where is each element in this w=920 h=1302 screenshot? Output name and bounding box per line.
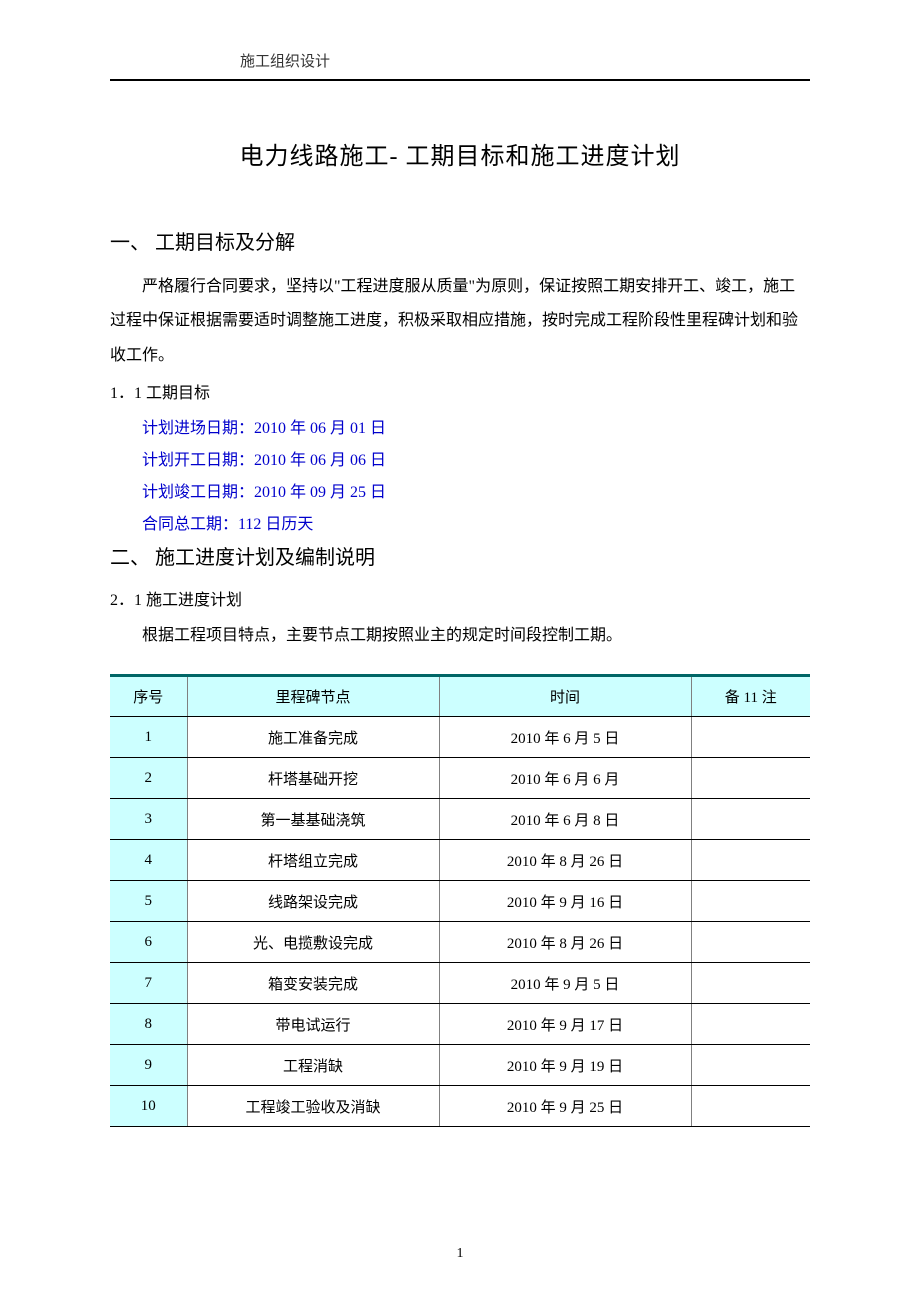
section1-paragraph: 严格履行合同要求，坚持以"工程进度服从质量"为原则，保证按照工期安排开工、竣工，… <box>110 270 810 373</box>
table-body: 1 施工准备完成 2010 年 6 月 5 日 2 杆塔基础开挖 2010 年 … <box>110 717 810 1127</box>
cell-remark <box>691 881 810 922</box>
cell-milestone: 带电试运行 <box>187 1004 439 1045</box>
cell-date: 2010 年 9 月 19 日 <box>439 1045 691 1086</box>
cell-remark <box>691 758 810 799</box>
section2-note: 根据工程项目特点，主要节点工期按照业主的规定时间段控制工期。 <box>110 620 810 652</box>
cell-remark <box>691 1004 810 1045</box>
cell-date: 2010 年 6 月 6 月 <box>439 758 691 799</box>
cell-remark <box>691 963 810 1004</box>
cell-seq: 8 <box>110 1004 187 1045</box>
cell-date: 2010 年 9 月 17 日 <box>439 1004 691 1045</box>
cell-seq: 7 <box>110 963 187 1004</box>
cell-milestone: 工程消缺 <box>187 1045 439 1086</box>
cell-milestone: 线路架设完成 <box>187 881 439 922</box>
table-row: 3 第一基基础浇筑 2010 年 6 月 8 日 <box>110 799 810 840</box>
section1-subheading: 1．1 工期目标 <box>110 378 810 410</box>
cell-date: 2010 年 8 月 26 日 <box>439 840 691 881</box>
date-line-2: 计划开工日期：2010 年 06 月 06 日 <box>142 445 810 477</box>
cell-date: 2010 年 9 月 16 日 <box>439 881 691 922</box>
cell-date: 2010 年 9 月 25 日 <box>439 1086 691 1127</box>
cell-remark <box>691 799 810 840</box>
cell-seq: 2 <box>110 758 187 799</box>
cell-milestone: 杆塔基础开挖 <box>187 758 439 799</box>
table-row: 1 施工准备完成 2010 年 6 月 5 日 <box>110 717 810 758</box>
section1-heading: 一、 工期目标及分解 <box>110 226 810 255</box>
cell-seq: 5 <box>110 881 187 922</box>
header-rule <box>110 79 810 81</box>
cell-seq: 1 <box>110 717 187 758</box>
table-row: 7 箱变安装完成 2010 年 9 月 5 日 <box>110 963 810 1004</box>
cell-seq: 10 <box>110 1086 187 1127</box>
cell-milestone: 箱变安装完成 <box>187 963 439 1004</box>
section2-heading: 二、 施工进度计划及编制说明 <box>110 541 810 570</box>
cell-milestone: 光、电揽敷设完成 <box>187 922 439 963</box>
cell-date: 2010 年 6 月 8 日 <box>439 799 691 840</box>
table-row: 10 工程竣工验收及消缺 2010 年 9 月 25 日 <box>110 1086 810 1127</box>
table-row: 5 线路架设完成 2010 年 9 月 16 日 <box>110 881 810 922</box>
page-number: 1 <box>0 1246 920 1262</box>
table-row: 8 带电试运行 2010 年 9 月 17 日 <box>110 1004 810 1045</box>
cell-seq: 9 <box>110 1045 187 1086</box>
cell-remark <box>691 1045 810 1086</box>
date-line-1: 计划进场日期：2010 年 06 月 01 日 <box>142 413 810 445</box>
cell-seq: 3 <box>110 799 187 840</box>
header-seq: 序号 <box>110 676 187 717</box>
table-row: 9 工程消缺 2010 年 9 月 19 日 <box>110 1045 810 1086</box>
header-text: 施工组织设计 <box>240 50 810 71</box>
cell-seq: 4 <box>110 840 187 881</box>
table-row: 4 杆塔组立完成 2010 年 8 月 26 日 <box>110 840 810 881</box>
cell-milestone: 工程竣工验收及消缺 <box>187 1086 439 1127</box>
table-header-row: 序号 里程碑节点 时间 备 11 注 <box>110 676 810 717</box>
section2-subheading: 2．1 施工进度计划 <box>110 585 810 617</box>
cell-date: 2010 年 8 月 26 日 <box>439 922 691 963</box>
cell-remark <box>691 922 810 963</box>
document-title: 电力线路施工- 工期目标和施工进度计划 <box>110 136 810 171</box>
cell-milestone: 杆塔组立完成 <box>187 840 439 881</box>
date-line-4: 合同总工期：112 日历天 <box>142 509 810 541</box>
cell-date: 2010 年 6 月 5 日 <box>439 717 691 758</box>
schedule-table: 序号 里程碑节点 时间 备 11 注 1 施工准备完成 2010 年 6 月 5… <box>110 674 810 1127</box>
cell-seq: 6 <box>110 922 187 963</box>
cell-remark <box>691 840 810 881</box>
table-row: 2 杆塔基础开挖 2010 年 6 月 6 月 <box>110 758 810 799</box>
cell-milestone: 第一基基础浇筑 <box>187 799 439 840</box>
cell-milestone: 施工准备完成 <box>187 717 439 758</box>
header-date: 时间 <box>439 676 691 717</box>
table-row: 6 光、电揽敷设完成 2010 年 8 月 26 日 <box>110 922 810 963</box>
cell-date: 2010 年 9 月 5 日 <box>439 963 691 1004</box>
cell-remark <box>691 717 810 758</box>
header-milestone: 里程碑节点 <box>187 676 439 717</box>
header-remark: 备 11 注 <box>691 676 810 717</box>
date-line-3: 计划竣工日期：2010 年 09 月 25 日 <box>142 477 810 509</box>
cell-remark <box>691 1086 810 1127</box>
